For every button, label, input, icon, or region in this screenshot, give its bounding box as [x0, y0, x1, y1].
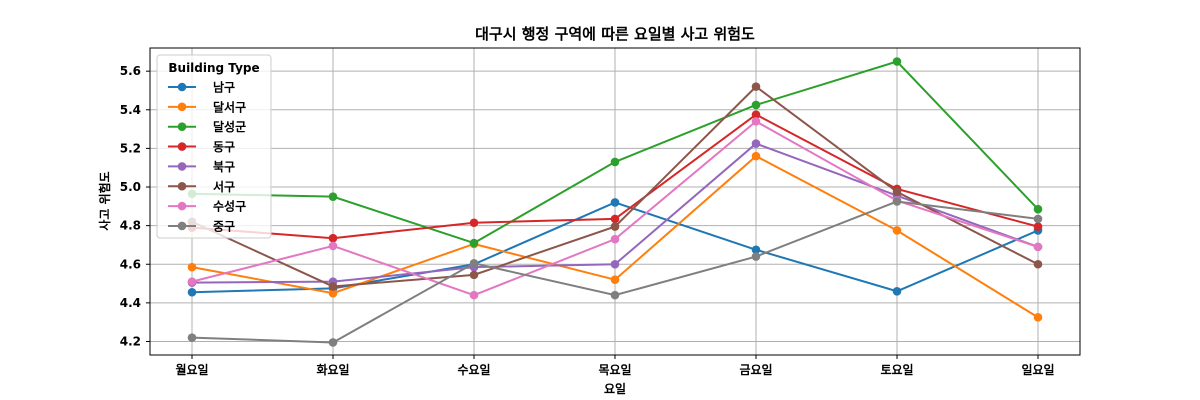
legend-marker — [177, 142, 187, 151]
legend-item: 달성군 — [168, 120, 246, 134]
x-tick-label: 금요일 — [739, 363, 772, 377]
legend-label: 동구 — [213, 140, 235, 154]
legend-marker — [177, 122, 187, 131]
legend-item: 남구 — [168, 80, 235, 95]
y-tick-label: 5.2 — [120, 141, 141, 155]
y-tick-label: 4.6 — [120, 257, 141, 271]
legend-label: 수성구 — [213, 200, 246, 214]
data-point — [610, 259, 620, 269]
data-point — [469, 238, 479, 248]
data-point — [1033, 242, 1043, 252]
data-point — [1033, 313, 1043, 322]
data-point — [610, 157, 620, 167]
data-point — [328, 233, 338, 243]
data-point — [892, 57, 902, 66]
data-point — [328, 288, 338, 298]
y-tick-label: 4.4 — [120, 296, 141, 310]
x-tick-label: 토요일 — [880, 363, 913, 377]
legend-marker — [177, 181, 187, 191]
data-point — [187, 277, 197, 286]
legend-box — [156, 54, 272, 239]
series-layer — [187, 57, 1043, 347]
data-point — [187, 333, 197, 342]
legend-item: 달서구 — [168, 99, 246, 114]
data-point — [1033, 214, 1043, 224]
data-point — [469, 218, 479, 228]
data-point — [610, 222, 620, 231]
legend-marker — [177, 102, 187, 112]
data-point — [892, 226, 902, 235]
y-tick-label: 4.2 — [120, 334, 141, 348]
y-tick-label: 5.4 — [120, 103, 141, 117]
data-point — [328, 192, 338, 201]
x-axis-label: 요일 — [604, 382, 626, 396]
data-point — [1033, 259, 1043, 269]
x-tick-label: 화요일 — [316, 362, 349, 377]
data-point — [751, 252, 761, 261]
data-point — [892, 286, 902, 296]
y-axis-label: 사고 위험도 — [97, 171, 112, 230]
series-7 — [187, 197, 1043, 347]
legend-label: 남구 — [213, 80, 235, 95]
legend-title: Building Type — [168, 61, 259, 75]
legend-marker — [177, 201, 187, 211]
legend-item: 북구 — [168, 160, 235, 174]
data-point — [328, 241, 338, 251]
data-point — [1033, 204, 1043, 214]
legend-marker — [177, 221, 187, 231]
data-point — [187, 287, 197, 297]
series-2 — [187, 57, 1043, 248]
data-point — [469, 270, 479, 280]
legend-item: 서구 — [168, 179, 235, 194]
data-point — [187, 262, 197, 272]
legend-item: 수성구 — [168, 200, 246, 214]
data-point — [751, 117, 761, 126]
y-tick-label: 5.0 — [120, 180, 141, 194]
x-tick-label: 목요일 — [598, 363, 631, 377]
data-point — [751, 110, 761, 119]
series-5 — [187, 82, 1043, 291]
data-point — [610, 290, 620, 300]
legend-item: 동구 — [168, 140, 235, 154]
y-tick-label: 4.8 — [120, 219, 141, 233]
x-tick-label: 월요일 — [175, 362, 208, 377]
data-point — [328, 282, 338, 291]
data-point — [892, 197, 902, 206]
x-tick-label: 수요일 — [457, 363, 490, 377]
legend-label: 북구 — [213, 160, 235, 174]
legend-label: 달성군 — [213, 120, 246, 134]
data-point — [610, 198, 620, 207]
data-point — [751, 82, 761, 91]
data-point — [751, 139, 761, 148]
data-point — [751, 245, 761, 255]
data-point — [469, 290, 479, 300]
data-point — [751, 100, 761, 110]
data-point — [469, 258, 479, 268]
data-point — [892, 187, 902, 197]
legend-label: 중구 — [213, 219, 235, 233]
x-axis-ticks: 월요일 화요일 수요일 목요일 금요일 토요일 일요일 — [175, 355, 1055, 377]
x-tick-label: 일요일 — [1021, 363, 1054, 377]
data-point — [610, 275, 620, 284]
y-axis-ticks: 4.2 4.4 4.6 4.8 5.0 5.2 5.4 5.6 — [120, 64, 150, 348]
legend-item: 중구 — [168, 219, 235, 233]
legend-label: 달서구 — [213, 99, 246, 114]
grid-lines — [150, 48, 1080, 355]
legend-marker — [177, 82, 187, 92]
data-point — [751, 151, 761, 161]
legend-label: 서구 — [213, 179, 235, 194]
data-point — [1033, 222, 1043, 231]
legend-marker — [177, 162, 187, 171]
y-tick-label: 5.6 — [120, 64, 141, 78]
chart-title: 대구시 행정 구역에 따른 요일별 사고 위험도 — [475, 25, 755, 43]
data-point — [328, 338, 338, 347]
data-point — [610, 234, 620, 244]
data-point — [610, 214, 620, 224]
